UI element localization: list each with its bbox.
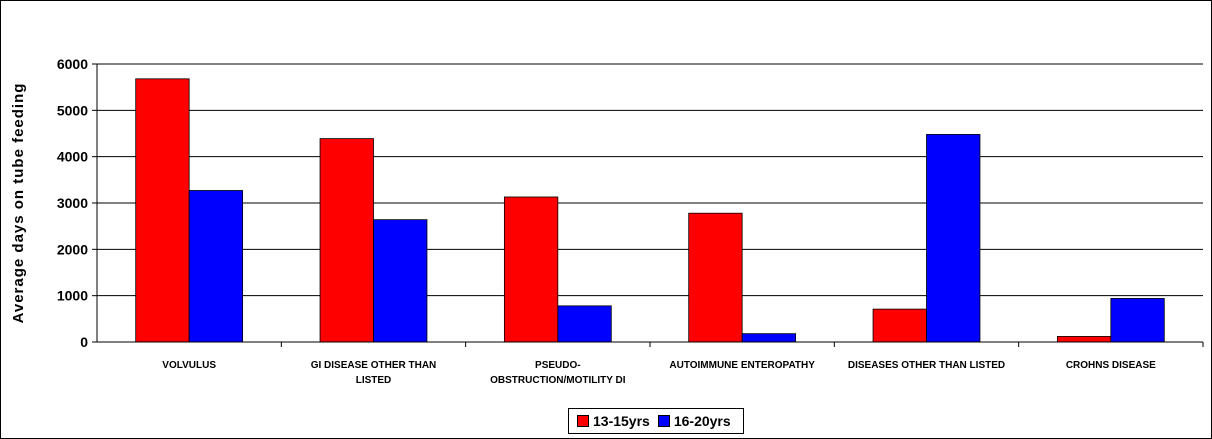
bar — [1056, 336, 1112, 343]
bar — [319, 138, 374, 343]
y-tick-label: 6000 — [57, 56, 88, 72]
x-tick-label: GI DISEASE OTHER THAN LISTED — [310, 360, 437, 386]
y-tick-label: 0 — [80, 334, 88, 350]
legend-item: 16-20yrs — [656, 413, 731, 429]
bar — [741, 333, 797, 343]
x-tick-label: VOLVULUS — [162, 360, 217, 371]
bar — [688, 212, 743, 343]
y-tick-label: 2000 — [57, 241, 88, 257]
legend-swatch — [657, 415, 670, 427]
x-tick-label: AUTOIMMUNE ENTEROPATHY — [669, 360, 815, 371]
bar — [872, 308, 927, 343]
bar — [557, 305, 612, 343]
bar — [135, 78, 190, 343]
y-tick-label: 3000 — [57, 195, 88, 211]
x-tick-label: DISEASES OTHER THAN LISTED — [847, 360, 1006, 371]
legend-swatch — [577, 415, 589, 427]
bar — [373, 219, 428, 343]
bar — [503, 196, 559, 343]
legend: 13-15yrs 16-20yrs — [568, 408, 744, 434]
bar — [1110, 298, 1165, 343]
legend-item: 13-15yrs — [575, 413, 650, 429]
y-tick-label: 5000 — [57, 102, 88, 118]
legend-label: 13-15yrs — [593, 413, 650, 429]
bar — [926, 134, 981, 343]
legend-label: 16-20yrs — [673, 413, 731, 429]
bar — [188, 190, 244, 343]
y-tick-label: 1000 — [57, 288, 88, 304]
x-tick-label: CROHNS DISEASE — [1065, 360, 1156, 371]
x-tick-label: PSEUDO-OBSTRUCTION/MOTILITY DI — [490, 360, 626, 386]
y-tick-label: 4000 — [57, 149, 88, 165]
y-axis-title: Average days on tube feeding — [10, 83, 27, 324]
